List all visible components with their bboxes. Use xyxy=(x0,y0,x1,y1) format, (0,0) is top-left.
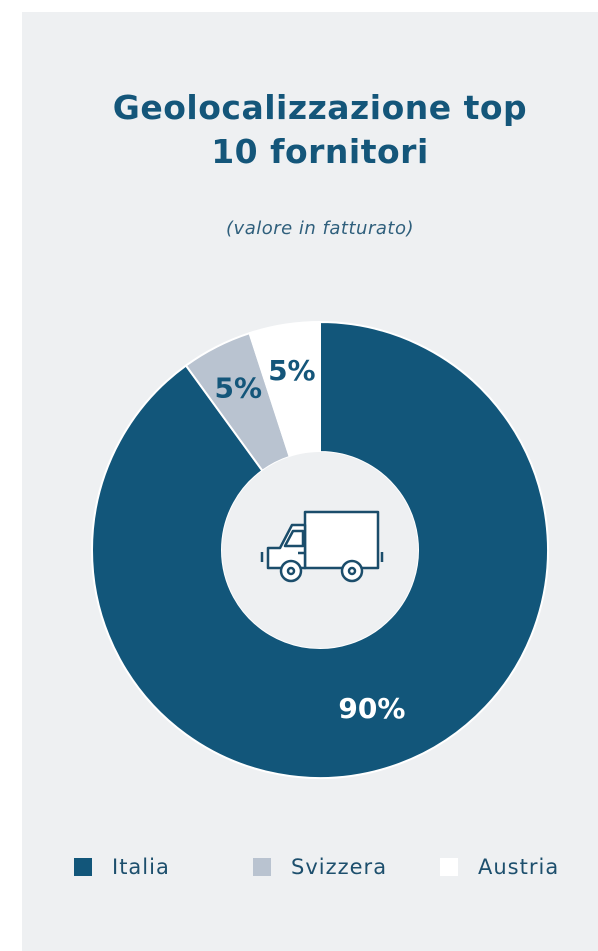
legend-swatch xyxy=(74,858,92,876)
slice-label: 90% xyxy=(338,692,405,725)
slice-label: 5% xyxy=(215,372,263,405)
legend-swatch xyxy=(440,858,458,876)
slice-label: 5% xyxy=(268,354,316,387)
legend-label: Svizzera xyxy=(291,855,387,879)
chart-title: Geolocalizzazione top 10 fornitori xyxy=(112,88,528,171)
legend-label: Italia xyxy=(112,855,170,879)
legend-swatch xyxy=(253,858,271,876)
legend-label: Austria xyxy=(478,855,559,879)
chart-subtitle: (valore in fatturato) xyxy=(226,218,414,239)
truck-icon xyxy=(260,510,384,583)
